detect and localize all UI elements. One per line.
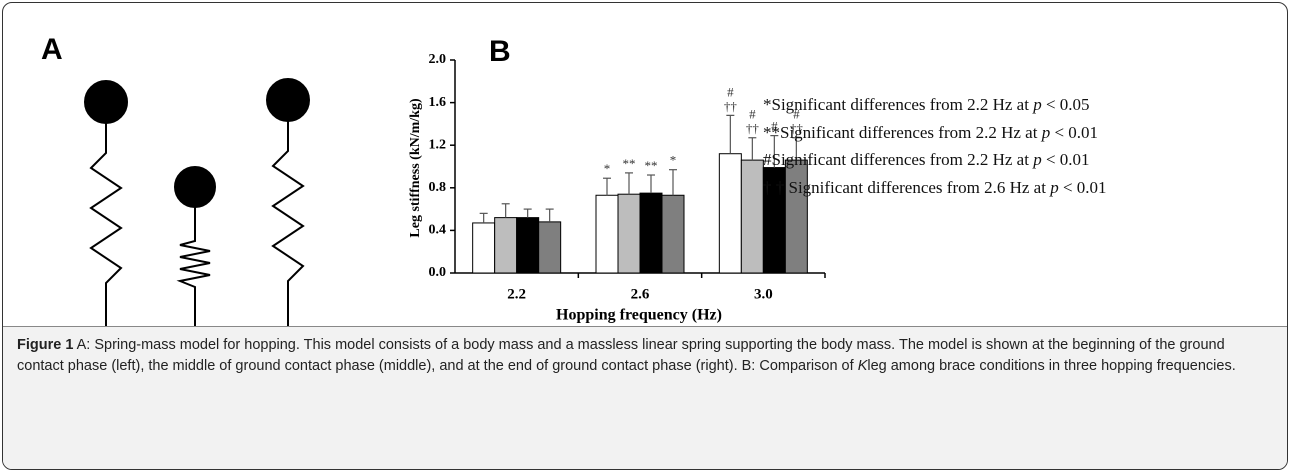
error-bar [792,137,801,161]
y-tick-label: 0.4 [429,223,447,238]
note-var: p [1050,177,1059,197]
significance-mark: ** [645,158,658,173]
significance-mark: †† [790,121,804,136]
error-bar [523,208,532,218]
significance-notes: *Significant differences from 2.2 Hz at … [763,91,1107,201]
y-tick-label: 2.0 [429,52,447,67]
error-bar [669,169,677,196]
bar [472,222,496,274]
note: *Significant differences from 2.2 Hz at … [763,91,1107,119]
x-tick-label: 2.6 [631,286,650,302]
note-prefix: #Significant differences from 2.2 Hz at [763,150,1034,169]
significance-mark: ** [623,156,636,171]
note-var: p [1041,122,1051,142]
note: † † Significant differences from 2.6 Hz … [763,174,1107,202]
panel-a-label: A [41,33,63,66]
significance-mark: # [793,107,800,122]
error-bar [479,212,488,223]
bar [661,194,685,274]
bar [617,193,641,274]
caption-label: Figure 1 [17,337,74,353]
note-prefix: **Significant differences from 2.2 Hz at [763,122,1042,142]
significance-mark: # [727,84,734,99]
note: #Significant differences from 2.2 Hz at … [763,146,1107,174]
error-bar [726,114,735,154]
note-suffix: < 0.01 [1041,150,1090,169]
bar [595,194,619,274]
error-bar [647,174,655,194]
bar [516,217,540,274]
significance-mark: †† [724,98,738,113]
note-var: p [1033,95,1042,114]
panel-b-label: B [489,35,511,68]
error-bar [625,172,633,195]
y-axis-title: Leg stiffness (kN/m/kg) [408,98,423,238]
note-var: p [1033,150,1042,169]
figure-caption: Figure 1 A: Spring-mass model for hoppin… [3,326,1287,469]
bar [718,153,742,274]
caption-text: A: Spring-mass model for hopping. This m… [17,337,1225,374]
figure-art: A B Leg stiffness (kN/m/kg) Hopping freq… [41,33,826,333]
significance-mark: * [604,161,611,176]
significance-mark: # [771,119,778,134]
significance-mark: # [749,107,756,122]
note: **Significant differences from 2.2 Hz at… [763,119,1107,147]
x-axis-title: Hopping frequency (Hz) [556,307,722,324]
x-tick-label: 3.0 [754,286,773,302]
error-bar [748,137,757,161]
caption-text-end: leg among brace conditions in three hopp… [867,358,1236,374]
bar [639,192,663,274]
error-bar [603,177,611,196]
bar [494,217,518,274]
caption-italic: K [857,358,868,374]
bar [740,159,764,274]
bar [538,221,562,274]
note-suffix: < 0.05 [1041,95,1090,114]
error-bar [545,208,554,222]
significance-mark: * [670,153,677,168]
error-bar [501,203,510,218]
y-tick-label: 1.2 [429,137,447,152]
note-suffix: < 0.01 [1050,122,1099,142]
significance-mark: †† [746,121,760,136]
note-prefix: *Significant differences from 2.2 Hz at [763,95,1034,114]
y-tick-label: 1.6 [429,95,447,110]
spring-mass-diagram [84,78,310,333]
note-suffix: < 0.01 [1058,177,1107,197]
y-tick-label: 0.8 [429,180,447,195]
x-tick-label: 2.2 [507,286,526,302]
note-prefix: † † Significant differences from 2.6 Hz … [763,177,1051,197]
error-bar [770,135,779,168]
y-tick-label: 0.0 [429,265,447,280]
